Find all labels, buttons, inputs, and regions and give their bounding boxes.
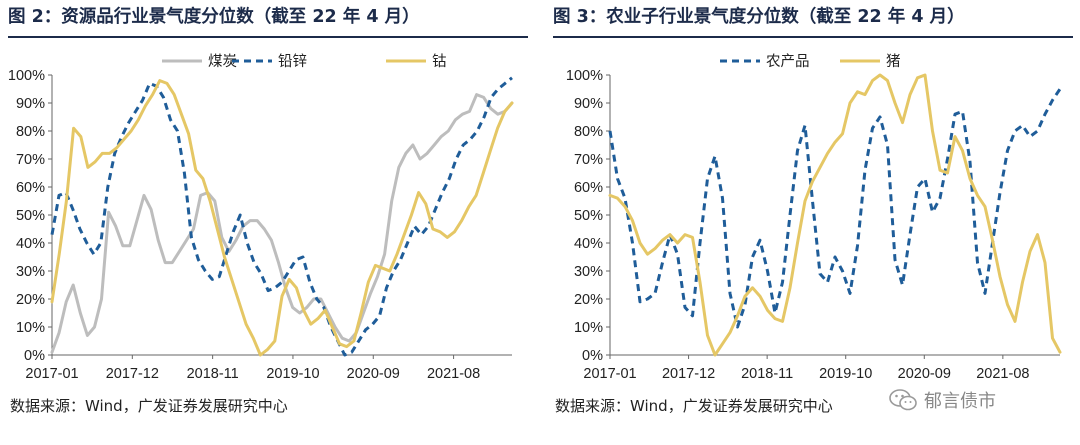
x-tick-label: 2021-08 xyxy=(976,366,1029,382)
y-tick-label: 20% xyxy=(16,292,45,308)
x-tick-label: 2020-09 xyxy=(347,366,400,382)
y-tick-label: 70% xyxy=(574,152,603,168)
title-underline xyxy=(553,36,1073,38)
y-tick-label: 60% xyxy=(574,180,603,196)
y-tick-label: 10% xyxy=(16,320,45,336)
x-tick-label: 2021-08 xyxy=(427,366,480,382)
wechat-icon xyxy=(889,389,917,411)
legend-label: 钴 xyxy=(432,53,447,70)
y-tick-label: 30% xyxy=(16,264,45,280)
chart-title: 图 3：农业子行业景气度分位数（截至 22 年 4 月） xyxy=(553,7,965,27)
y-tick-label: 100% xyxy=(566,68,603,84)
y-tick-label: 0% xyxy=(582,348,603,364)
x-tick-label: 2017-01 xyxy=(583,366,636,382)
agriculture-line-chart: 0% 10% 20% 30% 40% 50% 60% 70% 80% 90% 100% 2017-01… xyxy=(566,53,1062,382)
chart-source: 数据来源：Wind，广发证券发展研究中心 xyxy=(10,397,288,415)
series-line-0 xyxy=(50,93,514,354)
watermark: 郁言债市 xyxy=(888,387,996,413)
watermark-text: 郁言债市 xyxy=(924,391,996,412)
series-line-1 xyxy=(608,73,1062,357)
x-tick-label: 2019-10 xyxy=(819,366,872,382)
y-tick-label: 50% xyxy=(16,208,45,224)
y-tick-label: 30% xyxy=(574,264,603,280)
y-tick-label: 40% xyxy=(574,236,603,252)
y-tick-label: 80% xyxy=(574,124,603,140)
resources-line-chart: 0% 10% 20% 30% 40% 50% 60% 70% 80% 90% 100% 2017-01… xyxy=(8,53,514,382)
x-tick-label: 2019-10 xyxy=(266,366,319,382)
y-tick-label: 10% xyxy=(574,320,603,336)
series-line-2 xyxy=(50,79,514,357)
chart-panel-agriculture: 图 3：农业子行业景气度分位数（截至 22 年 4 月） 0% 10% 20% 30%… xyxy=(545,0,1080,445)
legend-label: 猪 xyxy=(886,53,901,70)
y-tick-label: 90% xyxy=(574,96,603,112)
y-tick-label: 40% xyxy=(16,236,45,252)
y-tick-label: 20% xyxy=(574,292,603,308)
y-tick-label: 100% xyxy=(8,68,45,84)
y-tick-label: 70% xyxy=(16,152,45,168)
x-tick-label: 2017-12 xyxy=(662,366,715,382)
y-tick-label: 0% xyxy=(24,348,45,364)
series-line-0 xyxy=(608,88,1062,329)
legend-label: 煤炭 xyxy=(208,53,237,70)
x-tick-label: 2018-11 xyxy=(741,366,793,382)
x-tick-label: 2020-09 xyxy=(898,366,951,382)
x-tick-label: 2017-12 xyxy=(106,366,159,382)
y-tick-label: 60% xyxy=(16,180,45,196)
chart-source: 数据来源：Wind，广发证券发展研究中心 xyxy=(555,397,833,415)
series-line-1 xyxy=(50,76,513,357)
chart-title: 图 2：资源品行业景气度分位数（截至 22 年 4 月） xyxy=(8,7,420,27)
y-tick-label: 80% xyxy=(16,124,45,140)
legend-label: 农产品 xyxy=(766,53,810,70)
x-tick-label: 2018-11 xyxy=(187,366,239,382)
y-tick-label: 90% xyxy=(16,96,45,112)
title-underline xyxy=(8,36,528,38)
chart-panel-resources: 图 2：资源品行业景气度分位数（截至 22 年 4 月） 0% 10% 20% 30%… xyxy=(0,0,535,445)
legend-label: 铅锌 xyxy=(278,53,307,70)
x-tick-label: 2017-01 xyxy=(25,366,78,382)
y-tick-label: 50% xyxy=(574,208,603,224)
